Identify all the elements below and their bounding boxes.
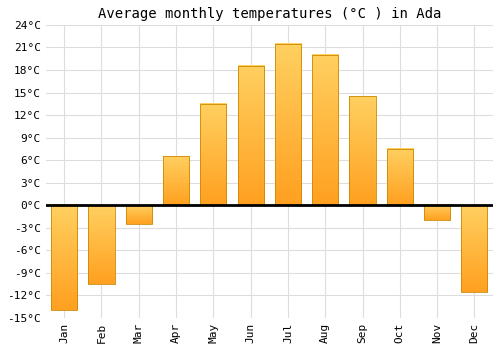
Bar [275, 44, 301, 205]
Bar [350, 96, 376, 205]
Bar [51, 205, 78, 310]
Bar [462, 205, 487, 292]
Bar [163, 156, 189, 205]
Title: Average monthly temperatures (°C ) in Ada: Average monthly temperatures (°C ) in Ad… [98, 7, 441, 21]
Bar [424, 205, 450, 220]
Bar [200, 104, 226, 205]
Bar [126, 205, 152, 224]
Bar [312, 55, 338, 205]
Bar [387, 149, 413, 205]
Bar [88, 205, 115, 284]
Bar [238, 66, 264, 205]
